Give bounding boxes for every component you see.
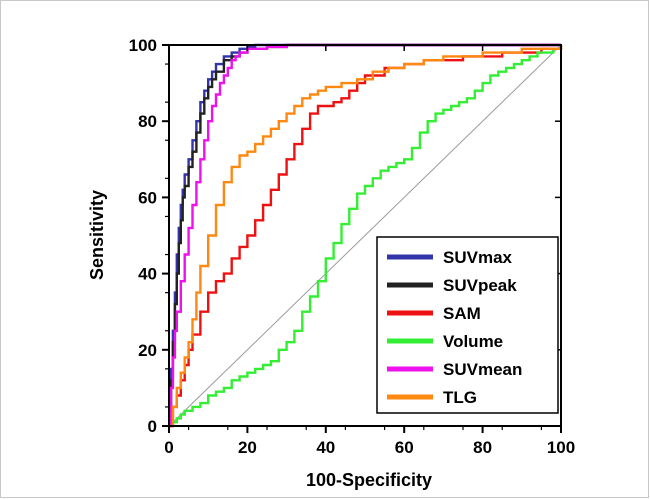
x-axis-title: 100-Specificity [306,470,432,490]
y-axis-title: Sensitivity [87,190,107,280]
x-tick-label: 0 [164,438,173,457]
reference-diagonal-line [168,44,562,427]
x-tick-label: 80 [473,438,492,457]
series-line-volume [169,45,563,428]
x-tick-label: 100 [547,438,575,457]
x-tick-label: 60 [395,438,414,457]
y-tick-label: 100 [129,36,157,55]
x-tick-label: 40 [316,438,335,457]
y-tick-label: 60 [138,188,157,207]
series-line-suvmean [169,43,561,428]
y-tick-label: 20 [138,341,157,360]
legend-label-suvmean: SUVmean [443,360,522,379]
legend-label-sam: SAM [443,304,481,323]
y-tick-label: 80 [138,112,157,131]
legend-label-suvpeak: SUVpeak [443,276,517,295]
x-tick-label: 20 [238,438,257,457]
legend: SUVmax SUVpeak SAM Volume SUVmean TLG [376,236,559,414]
series-line-tlg [169,45,563,428]
y-tick-label: 40 [138,265,157,284]
legend-label-suvmax: SUVmax [443,248,513,267]
plot-border [168,44,562,427]
y-tick-label: 0 [148,417,157,436]
legend-label-tlg: TLG [443,388,477,407]
axes: 0 20 40 60 80 100 0 20 40 60 80 100 [129,36,576,457]
legend-label-volume: Volume [443,332,503,351]
legend-box [376,236,559,414]
